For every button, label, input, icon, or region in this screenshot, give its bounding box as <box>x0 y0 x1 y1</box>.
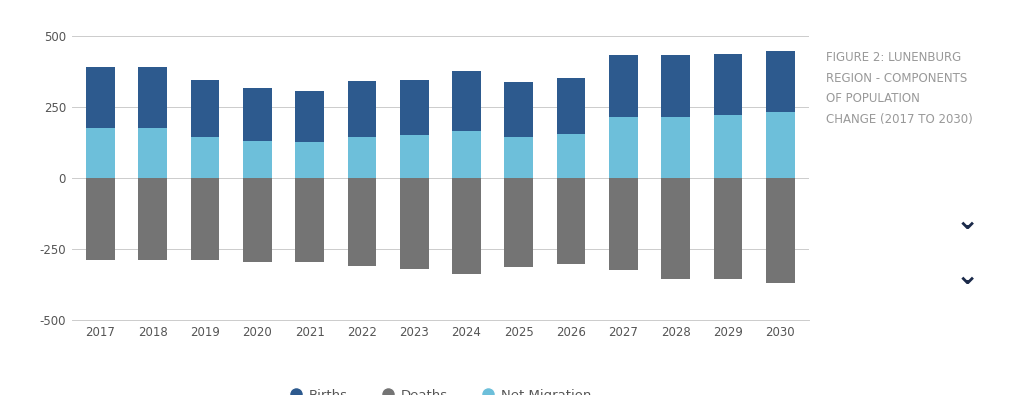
Bar <box>138 128 167 178</box>
Bar <box>609 178 638 270</box>
Bar <box>399 135 429 178</box>
Bar <box>86 67 115 128</box>
Bar <box>609 55 638 117</box>
Bar <box>347 178 376 266</box>
Bar <box>505 137 534 178</box>
Bar <box>295 178 324 261</box>
Bar <box>714 115 742 178</box>
Bar <box>190 80 219 137</box>
Bar <box>609 117 638 178</box>
Bar <box>452 178 481 275</box>
Bar <box>505 83 534 137</box>
Legend: Births, Deaths, Net Migration: Births, Deaths, Net Migration <box>284 384 597 395</box>
Bar <box>557 178 586 265</box>
Bar <box>347 137 376 178</box>
Bar <box>557 134 586 178</box>
Bar <box>243 88 271 141</box>
Bar <box>662 55 690 117</box>
Bar <box>452 131 481 178</box>
Bar <box>138 67 167 128</box>
Bar <box>766 51 795 112</box>
Bar <box>766 112 795 178</box>
Bar <box>243 178 271 261</box>
Bar <box>243 141 271 178</box>
Text: ⌄: ⌄ <box>956 207 979 235</box>
Bar <box>295 142 324 178</box>
Bar <box>766 178 795 283</box>
Bar <box>295 91 324 142</box>
Bar <box>714 178 742 279</box>
Bar <box>714 54 742 115</box>
Bar <box>86 128 115 178</box>
Bar <box>452 71 481 131</box>
Bar <box>190 137 219 178</box>
Bar <box>399 178 429 269</box>
Text: ⌄: ⌄ <box>956 263 979 290</box>
Bar <box>86 178 115 260</box>
Text: FIGURE 2: LUNENBURG
REGION - COMPONENTS
OF POPULATION
CHANGE (2017 TO 2030): FIGURE 2: LUNENBURG REGION - COMPONENTS … <box>826 51 973 126</box>
Bar <box>399 80 429 135</box>
Bar <box>190 178 219 260</box>
Bar <box>505 178 534 267</box>
Bar <box>557 78 586 134</box>
Bar <box>138 178 167 260</box>
Bar <box>662 117 690 178</box>
Bar <box>347 81 376 137</box>
Bar <box>662 178 690 279</box>
